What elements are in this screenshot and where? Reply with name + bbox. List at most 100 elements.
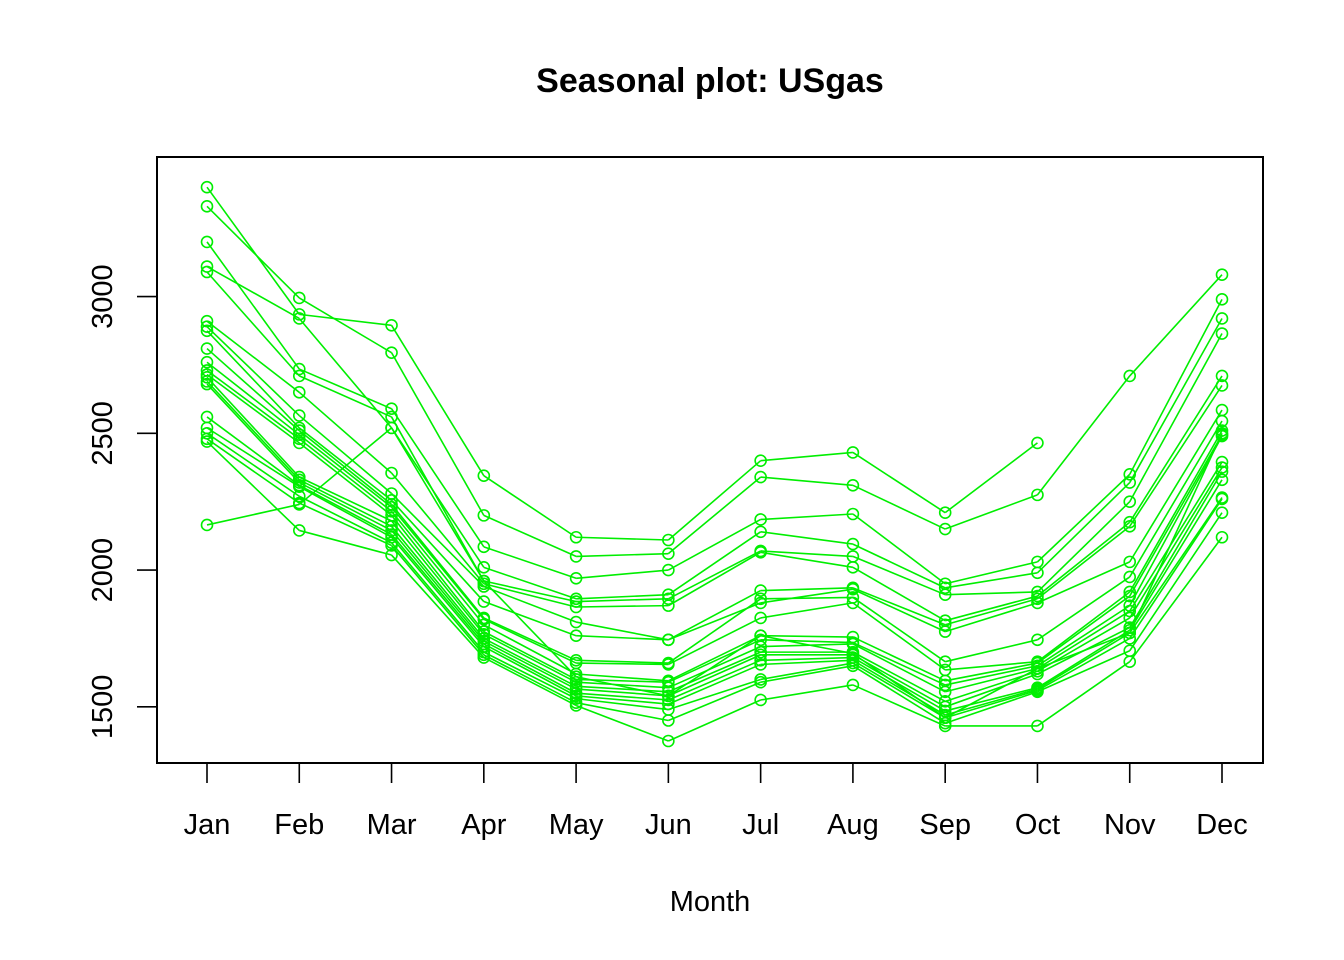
series-line-segment — [945, 662, 1038, 682]
series-line-segment — [1129, 333, 1223, 503]
series-line-segment — [852, 652, 946, 719]
data-point — [662, 658, 675, 671]
series-line-segment — [1129, 479, 1223, 631]
series-line-segment — [390, 525, 485, 639]
series-line-segment — [852, 662, 946, 719]
data-point — [569, 550, 583, 563]
series-line-segment — [668, 678, 761, 711]
series-line-segment — [667, 476, 762, 555]
data-point — [1215, 293, 1229, 306]
data-point — [1123, 495, 1137, 509]
series-line-segment — [944, 602, 1038, 633]
series-line-segment — [1129, 420, 1223, 578]
series-line-segment — [852, 641, 946, 686]
data-point — [200, 435, 214, 448]
series-line-segment — [298, 495, 392, 544]
series-line-segment — [852, 665, 946, 724]
data-point — [662, 681, 675, 694]
data-point — [846, 561, 860, 574]
series-line-segment — [667, 518, 762, 571]
series-line-segment — [944, 673, 1038, 708]
series-line-segment — [576, 662, 669, 666]
series-line-segment — [1037, 632, 1131, 690]
data-point — [938, 618, 952, 632]
series-line-segment — [1036, 595, 1131, 664]
data-point — [938, 506, 952, 519]
data-point — [754, 693, 767, 707]
series-line-segment — [1037, 629, 1131, 689]
series-line-segment — [760, 513, 853, 521]
series-line-segment — [667, 531, 762, 596]
data-point — [200, 518, 214, 532]
series-line-segment — [852, 596, 946, 663]
series-line-segment — [668, 654, 761, 697]
data-point — [385, 524, 398, 537]
series-line-segment — [1037, 610, 1131, 670]
series-line-segment — [483, 566, 577, 600]
data-point — [200, 265, 214, 279]
series-line-segment — [668, 659, 761, 701]
series-line-segment — [206, 383, 300, 484]
series-line-segment — [1129, 430, 1223, 593]
data-point — [292, 291, 306, 305]
series-line-segment — [852, 588, 946, 633]
series-line-segment — [944, 598, 1038, 626]
data-point — [385, 346, 398, 359]
data-point — [477, 509, 491, 522]
series-line-segment — [576, 692, 669, 701]
series-line-segment — [852, 643, 946, 693]
series-line-segment — [576, 536, 669, 541]
series-line-segment — [852, 513, 946, 585]
series-line-segment — [298, 442, 393, 517]
series-line-segment — [1129, 434, 1223, 597]
series-line-segment — [668, 663, 761, 705]
data-point — [754, 545, 767, 559]
series-line-segment — [390, 529, 485, 642]
series-9 — [200, 342, 1229, 670]
series-line-segment — [483, 618, 577, 664]
series-line-segment — [852, 484, 946, 530]
data-point — [1215, 427, 1229, 440]
data-point — [1031, 596, 1044, 610]
series-line-segment — [575, 704, 669, 742]
x-tick-label: Jun — [645, 809, 692, 841]
data-point — [938, 655, 952, 668]
series-line-segment — [576, 659, 669, 664]
data-point — [1215, 414, 1229, 428]
data-point — [569, 670, 583, 684]
series-line-segment — [1036, 501, 1131, 593]
x-tick-label: Oct — [1015, 809, 1060, 841]
series-line-segment — [390, 554, 485, 659]
data-point — [938, 581, 952, 595]
series-line-segment — [852, 636, 946, 682]
series-20 — [200, 435, 1229, 748]
series-line-segment — [760, 596, 853, 600]
data-point — [662, 675, 675, 689]
series-line-segment — [760, 634, 854, 655]
data-point — [1123, 585, 1137, 599]
series-line-segment — [852, 656, 946, 712]
data-point — [477, 469, 491, 483]
series-line-segment — [1037, 632, 1131, 670]
y-tick-label: 2500 — [87, 401, 119, 466]
series-line-segment — [760, 476, 853, 487]
data-point — [1123, 369, 1137, 383]
series-3 — [200, 235, 1229, 591]
series-line-segment — [1129, 536, 1223, 663]
series-line-segment — [1036, 525, 1131, 600]
data-point — [569, 571, 583, 585]
series-line-segment — [483, 546, 577, 580]
data-point — [754, 454, 767, 467]
data-point — [846, 596, 860, 610]
data-point — [662, 563, 675, 577]
series-line-segment — [760, 551, 854, 569]
series-line-segment — [483, 514, 577, 558]
data-point — [292, 436, 306, 450]
data-point — [200, 377, 214, 391]
data-point — [846, 507, 860, 521]
data-point — [754, 584, 767, 597]
series-line-segment — [944, 691, 1038, 724]
series-line-segment — [1129, 433, 1223, 634]
series-line-segment — [299, 313, 392, 327]
series-line-segment — [944, 688, 1038, 716]
